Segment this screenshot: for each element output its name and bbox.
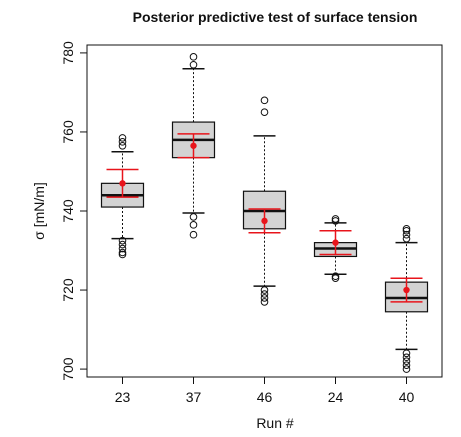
measured-mean-point <box>119 180 126 187</box>
outlier-point <box>402 349 411 358</box>
y-tick-label: 740 <box>60 199 76 223</box>
outlier-point <box>118 236 127 245</box>
x-tick-label: 46 <box>257 389 273 405</box>
x-axis: 23 37 46 24 40 <box>115 377 415 405</box>
outlier-point <box>402 224 411 233</box>
y-tick-label: 780 <box>60 41 76 65</box>
outlier-point <box>118 138 127 146</box>
outlier-point <box>402 361 411 369</box>
y-tick-label: 760 <box>60 120 76 144</box>
outlier-point <box>402 226 411 235</box>
y-axis: 700 720 740 760 780 <box>60 41 87 381</box>
outlier-point <box>331 274 340 282</box>
outlier-point <box>331 215 340 223</box>
outlier-point <box>402 234 411 243</box>
measured-24 <box>319 230 352 256</box>
outlier-point <box>260 290 269 298</box>
y-tick-label: 720 <box>60 278 76 302</box>
outlier-point <box>260 96 269 105</box>
outlier-point <box>118 248 127 257</box>
outlier-point <box>402 353 411 362</box>
measured-series <box>106 133 423 303</box>
measured-46 <box>248 208 281 234</box>
x-tick-label: 23 <box>115 389 131 405</box>
measured-23 <box>106 168 139 198</box>
outlier-point <box>402 230 411 239</box>
measured-40 <box>390 277 423 303</box>
box-40 <box>384 224 429 373</box>
measured-37 <box>177 133 210 159</box>
outlier-point <box>189 213 198 221</box>
measured-mean-point <box>332 239 339 246</box>
outlier-point <box>189 221 198 229</box>
outlier-point <box>260 108 269 116</box>
measured-mean-point <box>403 286 410 294</box>
outlier-point <box>402 365 411 373</box>
box-46 <box>242 96 287 306</box>
x-tick-label: 40 <box>399 389 415 405</box>
outlier-point <box>118 141 127 150</box>
outlier-point <box>260 298 269 306</box>
x-tick-label: 24 <box>328 389 344 405</box>
outlier-point <box>331 272 340 281</box>
chart-title: Posterior predictive test of surface ten… <box>133 9 418 25</box>
measured-mean-point <box>190 142 197 149</box>
outlier-point <box>260 294 269 302</box>
outlier-point <box>189 53 198 61</box>
outlier-point <box>331 217 340 225</box>
y-axis-label: σ [mN/m] <box>31 182 47 240</box>
y-tick-label: 700 <box>60 357 76 381</box>
outlier-point <box>118 240 127 249</box>
outlier-point <box>118 244 127 253</box>
outlier-point <box>260 286 269 294</box>
x-axis-label: Run # <box>256 415 294 431</box>
outlier-point <box>189 230 198 239</box>
x-tick-label: 37 <box>186 389 202 405</box>
measured-mean-point <box>261 217 268 225</box>
outlier-point <box>402 357 411 365</box>
outlier-point <box>118 134 127 142</box>
outlier-point <box>189 60 198 69</box>
outlier-point <box>118 250 127 259</box>
